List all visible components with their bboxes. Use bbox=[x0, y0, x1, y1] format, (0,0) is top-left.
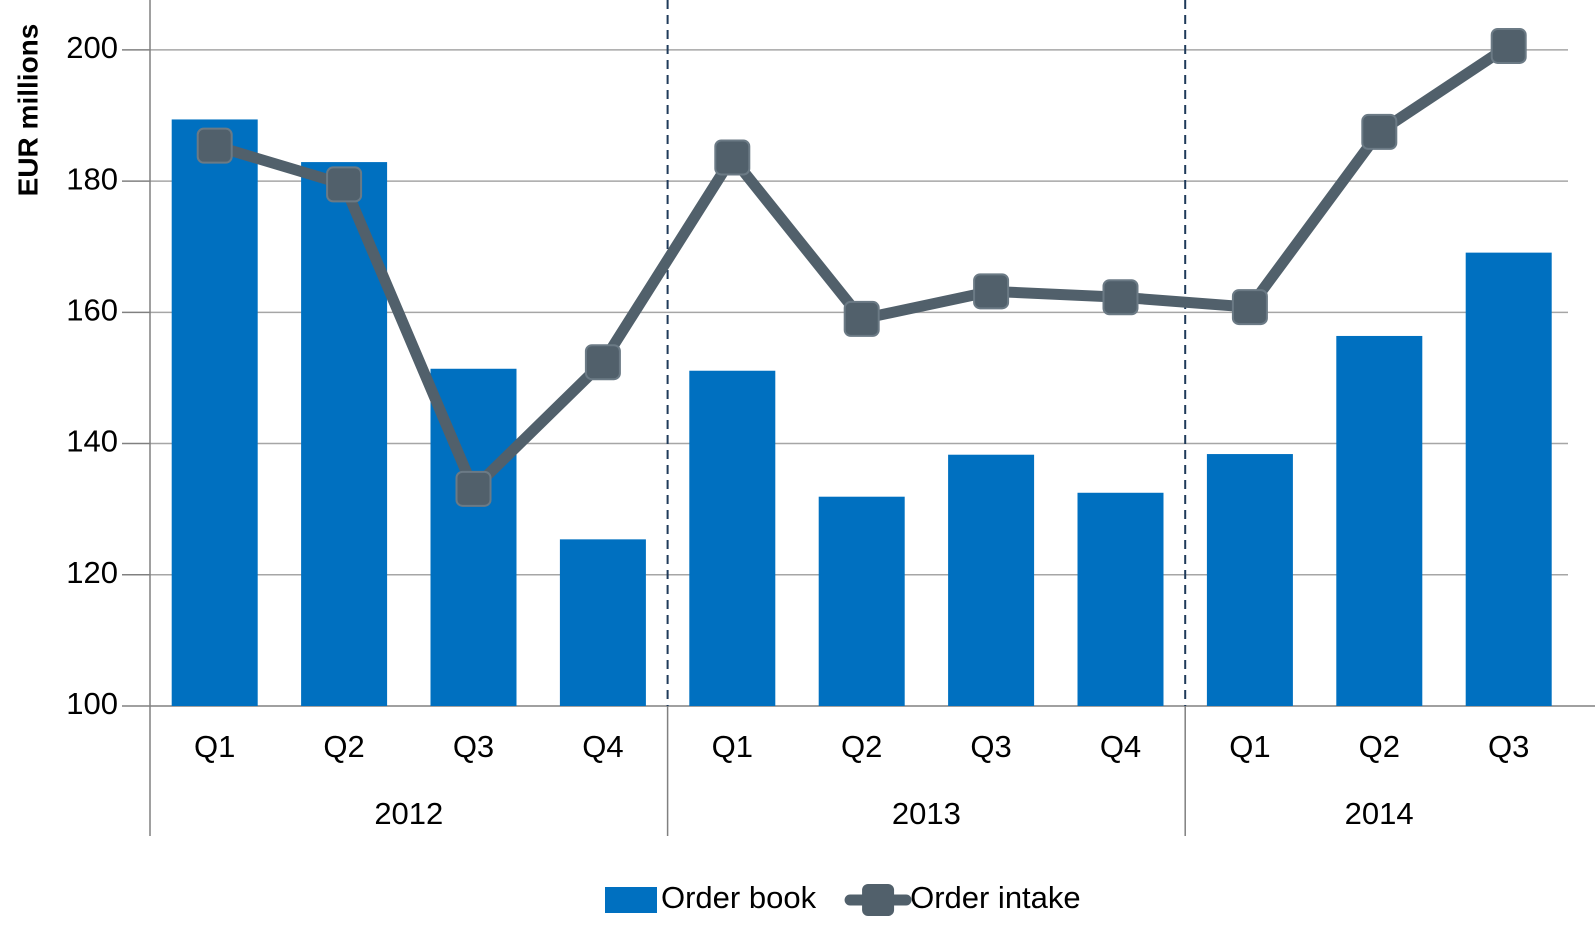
group-label: 2012 bbox=[374, 796, 443, 831]
marker bbox=[584, 344, 621, 381]
x-tick-label: Q1 bbox=[194, 729, 235, 764]
marker bbox=[973, 273, 1010, 310]
bar bbox=[1336, 335, 1423, 706]
y-tick-label: 180 bbox=[66, 161, 118, 196]
y-tick-label: 100 bbox=[66, 686, 118, 721]
legend-label: Order book bbox=[661, 880, 817, 915]
x-tick-label: Q1 bbox=[1229, 729, 1270, 764]
legend-swatch bbox=[862, 884, 895, 916]
bar bbox=[559, 539, 646, 706]
group-label: 2013 bbox=[892, 796, 961, 831]
bar bbox=[1465, 252, 1552, 706]
marker bbox=[1102, 279, 1139, 316]
x-tick-label: Q4 bbox=[1100, 729, 1141, 764]
bar bbox=[818, 496, 905, 706]
x-tick-label: Q4 bbox=[582, 729, 623, 764]
legend-label: Order intake bbox=[910, 880, 1081, 915]
marker bbox=[326, 166, 363, 203]
y-tick-label: 120 bbox=[66, 555, 118, 590]
x-tick-label: Q2 bbox=[1359, 729, 1400, 764]
y-tick-label: 160 bbox=[66, 293, 118, 328]
y-tick-label: 200 bbox=[66, 30, 118, 65]
bar bbox=[689, 370, 776, 706]
x-tick-label: Q3 bbox=[1488, 729, 1529, 764]
marker bbox=[843, 300, 880, 337]
legend-swatch bbox=[605, 887, 657, 913]
marker bbox=[1490, 27, 1527, 64]
x-tick-label: Q3 bbox=[970, 729, 1011, 764]
x-tick-label: Q2 bbox=[323, 729, 364, 764]
marker bbox=[714, 139, 751, 176]
bar bbox=[1206, 454, 1293, 706]
x-tick-label: Q3 bbox=[453, 729, 494, 764]
y-tick-label: 140 bbox=[66, 424, 118, 459]
x-tick-label: Q1 bbox=[712, 729, 753, 764]
bar bbox=[171, 119, 258, 706]
line bbox=[213, 41, 1512, 495]
marker bbox=[455, 470, 492, 507]
bar bbox=[1077, 492, 1164, 706]
group-label: 2014 bbox=[1345, 796, 1414, 831]
marker bbox=[1231, 289, 1268, 326]
bar bbox=[948, 454, 1035, 706]
marker bbox=[1361, 113, 1398, 150]
marker bbox=[196, 127, 233, 164]
x-tick-label: Q2 bbox=[841, 729, 882, 764]
y-axis-label: EUR millions bbox=[12, 24, 43, 197]
